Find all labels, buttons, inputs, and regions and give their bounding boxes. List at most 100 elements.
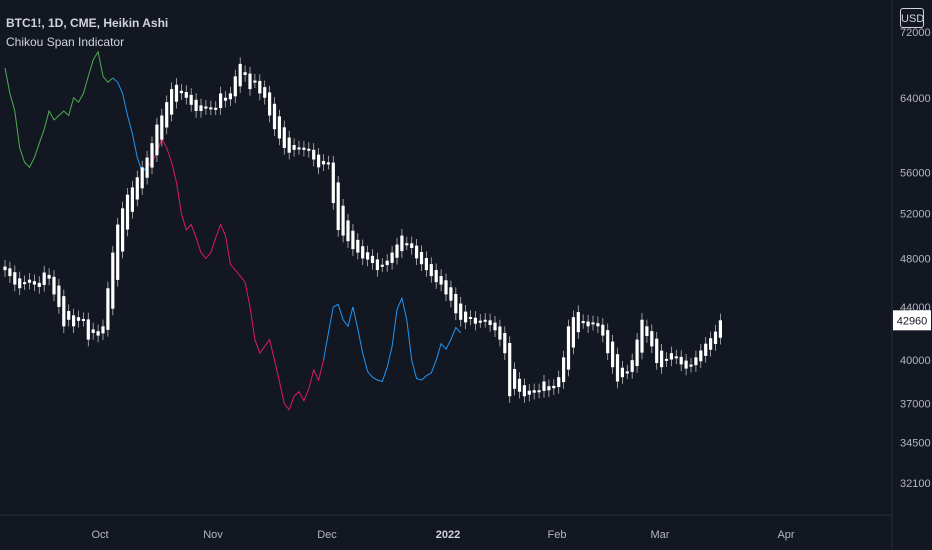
candle-body <box>32 281 36 285</box>
candle-body <box>380 264 384 267</box>
candle-body <box>130 187 134 212</box>
candle-body <box>542 381 546 391</box>
candle-body <box>135 177 139 200</box>
candle-body <box>375 259 379 271</box>
candle-body <box>277 116 281 139</box>
time-tick-label: Apr <box>777 529 794 541</box>
candle-body <box>155 124 159 156</box>
candle-body <box>596 323 600 327</box>
candle-body <box>620 367 624 378</box>
candle-body <box>37 282 41 288</box>
candle-body <box>106 288 110 330</box>
candle-body <box>238 63 242 87</box>
candle-body <box>194 99 198 111</box>
candle-body <box>317 154 321 168</box>
currency-button[interactable]: USD <box>900 8 924 28</box>
chikou-span-lines <box>4 50 462 411</box>
candle-body <box>390 252 394 263</box>
candle-body <box>674 356 678 359</box>
candle-body <box>184 92 188 98</box>
candle-body <box>228 93 232 100</box>
candle-body <box>346 220 350 242</box>
candle-body <box>62 296 66 327</box>
candle-body <box>27 279 32 283</box>
candle-body <box>557 377 561 388</box>
candle-body <box>174 84 179 102</box>
candle-body <box>356 239 360 253</box>
candle-body <box>189 94 193 105</box>
candle-body <box>302 147 306 150</box>
candle-body <box>312 149 316 160</box>
candle-body <box>42 272 46 285</box>
candle-body <box>468 316 473 319</box>
candle-body <box>684 360 688 369</box>
candle-body <box>214 107 218 110</box>
candle-body <box>351 230 355 250</box>
price-tick-label: 40000 <box>900 355 931 367</box>
candle-body <box>8 268 12 277</box>
candle-body <box>292 145 296 150</box>
candle-body <box>508 343 512 397</box>
candle-body <box>3 266 7 271</box>
candle-body <box>645 326 649 336</box>
candle-body <box>326 162 330 165</box>
chikou-span-segment <box>146 137 324 411</box>
candle-body <box>410 243 414 248</box>
candle-body <box>23 282 27 285</box>
price-tick-label: 64000 <box>900 93 931 105</box>
price-tick-label: 37000 <box>900 399 931 411</box>
candle-body <box>91 329 95 333</box>
candle-body <box>547 386 551 391</box>
candle-body <box>307 148 311 151</box>
candle-body <box>660 350 664 368</box>
candle-body <box>689 364 693 367</box>
candle-body <box>532 390 536 393</box>
candle-body <box>640 319 644 353</box>
candle-body <box>67 311 71 320</box>
candle-body <box>459 303 463 320</box>
candle-body <box>405 243 409 246</box>
candle-body <box>101 326 105 334</box>
candle-body <box>694 357 698 366</box>
candle-body <box>709 338 713 350</box>
candle-body <box>473 317 477 324</box>
candle-body <box>199 105 203 111</box>
candle-body <box>81 319 85 322</box>
candle-body <box>385 260 389 266</box>
price-tag-label: 42960 <box>897 315 928 327</box>
candle-body <box>562 357 566 383</box>
candle-body <box>586 321 590 327</box>
candle-body <box>615 354 620 382</box>
time-axis[interactable]: Oct Nov Dec 2022 Feb Mar Apr <box>91 529 794 541</box>
candle-body <box>111 252 115 309</box>
candle-body <box>655 338 659 363</box>
candle-body <box>125 194 130 230</box>
candle-body <box>464 311 468 323</box>
price-axis[interactable]: 3450037000400004400048000520005600064000… <box>900 27 931 490</box>
candle-body <box>478 320 482 323</box>
candle-body <box>527 390 531 395</box>
candle-body <box>287 137 291 153</box>
candle-body <box>297 147 301 150</box>
indicator-title[interactable]: Chikou Span Indicator <box>6 35 125 49</box>
candle-body <box>116 224 120 280</box>
candle-body <box>606 330 610 354</box>
candle-body <box>47 274 51 279</box>
candle-body <box>483 319 487 322</box>
candle-body <box>493 322 497 331</box>
candle-body <box>321 160 326 165</box>
candle-body <box>72 315 76 327</box>
candle-body <box>263 87 267 98</box>
chart-legend: BTC1!, 1D, CME, Heikin Ashi Chikou Span … <box>6 14 168 52</box>
time-tick-label: 2022 <box>436 529 460 541</box>
candle-body <box>121 208 125 252</box>
symbol-title[interactable]: BTC1!, 1D, CME, Heikin Ashi <box>6 16 169 30</box>
candle-body <box>248 73 252 90</box>
candle-body <box>718 320 722 338</box>
price-tick-label: 48000 <box>900 253 931 265</box>
candle-body <box>272 103 277 130</box>
candle-body <box>140 167 144 189</box>
chikou-span-segment <box>112 77 148 174</box>
price-tag-box <box>893 310 931 331</box>
